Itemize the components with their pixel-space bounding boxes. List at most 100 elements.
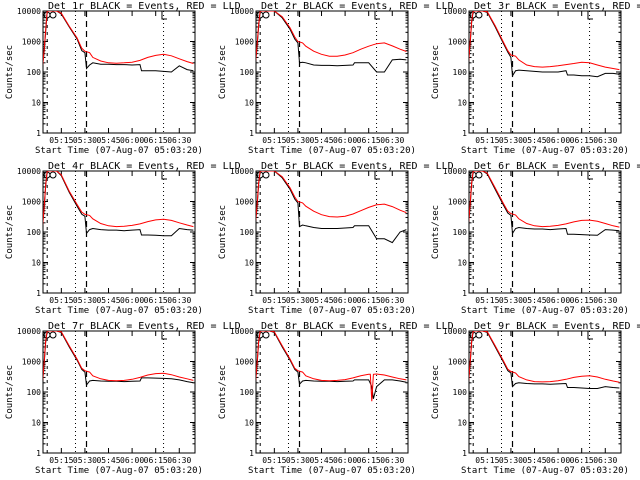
- y-axis-label: Counts/sec: [218, 365, 228, 419]
- x-tick-label: 05:45: [522, 456, 546, 465]
- marker-circle: [49, 171, 57, 179]
- x-tick-label: 05:30: [286, 296, 310, 305]
- series-line-events: [256, 11, 407, 73]
- y-tick-label: 1000: [448, 358, 467, 367]
- panel-title: Det 9r BLACK = Events, RED = LLD: [474, 321, 640, 332]
- y-tick-label: 1: [462, 289, 467, 298]
- marker-circle: [475, 331, 483, 339]
- marker-circle: [475, 11, 483, 19]
- marker-circle: [262, 171, 270, 179]
- x-tick-label: 06:15: [357, 296, 381, 305]
- series-line-events: [256, 171, 407, 244]
- y-tick-label: 10: [31, 419, 41, 428]
- y-tick-label: 1000: [448, 198, 467, 207]
- detector-panel-7r: Det 7r BLACK = Events, RED = LLD 1 10 100 10…: [5, 321, 241, 476]
- x-tick-label: 06:00: [546, 456, 570, 465]
- x-tick-label: 05:15: [49, 296, 73, 305]
- panel-title: Det 6r BLACK = Events, RED = LLD: [474, 161, 640, 172]
- x-axis-label: Start Time (07-Aug-07 05:03:20): [35, 466, 203, 476]
- y-tick-label: 10000: [17, 327, 41, 336]
- panel-title: Det 8r BLACK = Events, RED = LLD: [261, 321, 454, 332]
- marker-bracket: [587, 171, 593, 180]
- y-tick-label: 1: [249, 449, 254, 458]
- y-axis-label: Counts/sec: [5, 365, 15, 419]
- x-tick-label: 05:30: [286, 456, 310, 465]
- plot-frame: [255, 330, 409, 454]
- y-tick-label: 100: [453, 68, 468, 77]
- x-tick-label: 05:30: [499, 456, 523, 465]
- y-tick-label: 10: [244, 99, 254, 108]
- y-axis-label: Counts/sec: [218, 45, 228, 99]
- marker-bracket: [161, 11, 167, 20]
- marker-circle: [262, 331, 270, 339]
- y-tick-label: 1: [36, 449, 41, 458]
- x-tick-label: 05:15: [49, 456, 73, 465]
- x-tick-label: 06:00: [333, 456, 357, 465]
- x-tick-label: 06:30: [593, 296, 617, 305]
- x-tick-label: 06:15: [144, 456, 168, 465]
- y-tick-label: 1: [249, 129, 254, 138]
- y-axis-label: Counts/sec: [431, 365, 441, 419]
- y-tick-label: 100: [453, 388, 468, 397]
- series-line-lld: [469, 171, 620, 228]
- detector-panel-9r: Det 9r BLACK = Events, RED = LLD 1 10 100 10…: [431, 321, 640, 476]
- y-tick-label: 1: [36, 129, 41, 138]
- x-tick-label: 05:30: [73, 136, 97, 145]
- y-tick-label: 10: [31, 99, 41, 108]
- marker-bracket: [587, 331, 593, 340]
- x-tick-label: 06:30: [593, 456, 617, 465]
- detector-panel-5r: Det 5r BLACK = Events, RED = LLD 1 10 100 10…: [218, 161, 454, 316]
- plot-frame: [42, 170, 196, 294]
- x-tick-label: 06:15: [570, 136, 594, 145]
- x-tick-label: 05:45: [522, 136, 546, 145]
- y-axis-label: Counts/sec: [431, 45, 441, 99]
- y-axis-label: Counts/sec: [218, 205, 228, 259]
- series-line-lld: [256, 11, 407, 62]
- marker-bracket: [374, 11, 380, 20]
- x-tick-label: 05:30: [499, 296, 523, 305]
- y-tick-label: 10: [457, 419, 467, 428]
- series-line-lld: [43, 331, 194, 382]
- marker-bracket: [374, 171, 380, 180]
- x-tick-label: 05:15: [475, 456, 499, 465]
- x-tick-label: 05:45: [522, 296, 546, 305]
- x-tick-label: 06:00: [120, 136, 144, 145]
- y-tick-label: 10: [457, 259, 467, 268]
- y-tick-label: 100: [240, 228, 255, 237]
- x-tick-label: 06:30: [167, 136, 191, 145]
- series-line-lld: [43, 171, 194, 228]
- plot-frame: [255, 10, 409, 134]
- series-line-events: [469, 331, 620, 389]
- marker-bracket: [374, 331, 380, 340]
- marker-bracket: [161, 171, 167, 180]
- x-tick-label: 06:30: [167, 456, 191, 465]
- plot-frame: [468, 330, 622, 454]
- y-tick-label: 1: [462, 449, 467, 458]
- detector-panel-2r: Det 2r BLACK = Events, RED = LLD 1 10 100 10…: [218, 1, 454, 156]
- y-axis-label: Counts/sec: [5, 45, 15, 99]
- panel-title: Det 2r BLACK = Events, RED = LLD: [261, 1, 454, 12]
- marker-bracket: [587, 11, 593, 20]
- plot-frame: [255, 170, 409, 294]
- x-tick-label: 05:45: [96, 136, 120, 145]
- series-line-events: [43, 171, 194, 237]
- y-tick-label: 10000: [443, 327, 467, 336]
- x-tick-label: 05:15: [262, 456, 286, 465]
- detector-panel-4r: Det 4r BLACK = Events, RED = LLD 1 10 100 10…: [5, 161, 241, 316]
- y-tick-label: 1000: [235, 38, 254, 47]
- series-line-lld: [256, 171, 407, 222]
- plot-frame: [468, 170, 622, 294]
- y-tick-label: 1000: [22, 198, 41, 207]
- x-tick-label: 05:45: [309, 136, 333, 145]
- y-tick-label: 100: [27, 228, 42, 237]
- series-line-events: [43, 331, 194, 387]
- x-tick-label: 06:30: [380, 136, 404, 145]
- panel-title: Det 5r BLACK = Events, RED = LLD: [261, 161, 454, 172]
- x-tick-label: 06:00: [546, 136, 570, 145]
- x-axis-label: Start Time (07-Aug-07 05:03:20): [461, 466, 629, 476]
- x-tick-label: 05:15: [262, 136, 286, 145]
- x-tick-label: 05:30: [286, 136, 310, 145]
- x-tick-label: 05:30: [73, 296, 97, 305]
- x-tick-label: 05:45: [309, 456, 333, 465]
